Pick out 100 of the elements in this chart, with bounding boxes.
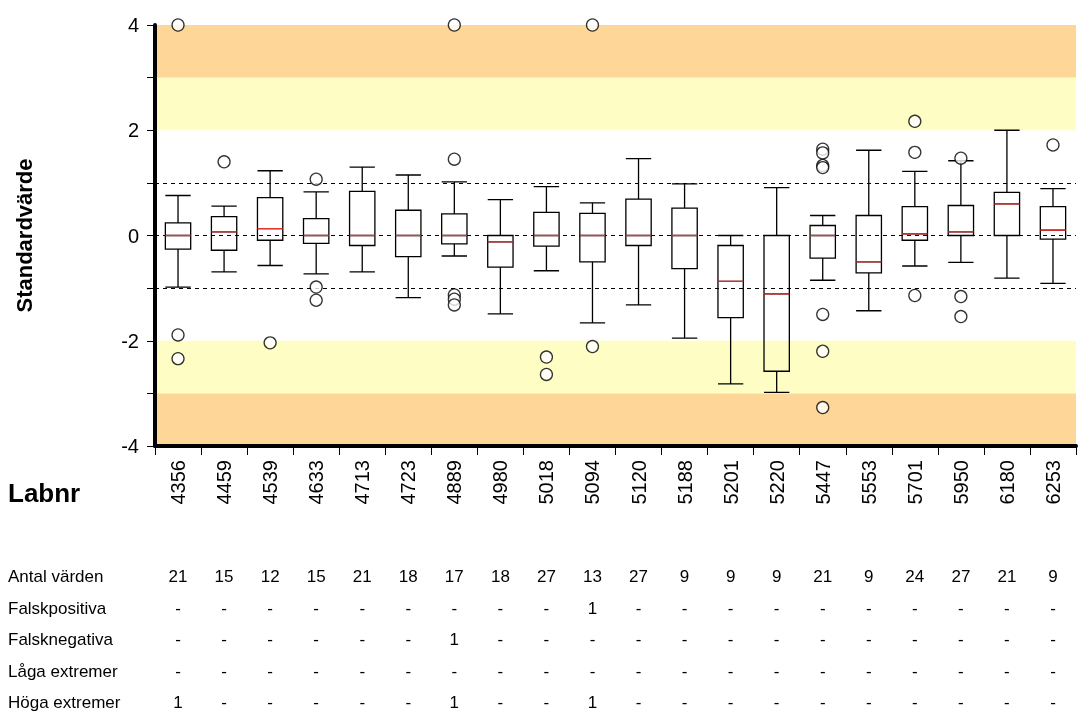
text: - xyxy=(221,693,227,712)
text: 1 xyxy=(449,630,460,649)
text: - xyxy=(1050,598,1056,618)
x-tick-label: 4713 xyxy=(351,460,374,505)
text: - xyxy=(911,661,918,681)
x-tick-label: 4356 xyxy=(167,460,190,505)
text: - xyxy=(267,693,273,712)
text: - xyxy=(635,693,642,712)
text: - xyxy=(543,598,550,618)
text: - xyxy=(1004,693,1010,712)
x-tick-label: 5950 xyxy=(949,460,972,505)
x-tick-label: 5201 xyxy=(719,460,742,505)
text: - xyxy=(175,630,181,649)
text: - xyxy=(405,693,412,712)
text: - xyxy=(221,598,227,618)
text: - xyxy=(359,693,366,712)
text: - xyxy=(221,630,227,649)
text: - xyxy=(911,598,918,618)
text: - xyxy=(958,661,964,681)
text: - xyxy=(819,661,826,681)
text: - xyxy=(911,693,918,712)
x-tick-label: 5094 xyxy=(581,460,604,505)
text: 1 xyxy=(587,598,598,618)
x-tick-label: 4633 xyxy=(305,460,328,505)
x-tick-label: 5701 xyxy=(903,460,926,505)
text: - xyxy=(589,630,596,649)
text: - xyxy=(267,661,273,681)
text: - xyxy=(727,693,734,712)
text: - xyxy=(773,598,780,618)
text: - xyxy=(727,661,734,681)
text: - xyxy=(451,598,458,618)
x-tick-label: 5018 xyxy=(535,460,558,505)
text: 1 xyxy=(449,693,460,712)
x-tick-label: 5447 xyxy=(811,460,834,505)
text: Falskpositiva xyxy=(8,598,107,618)
y-tick-label: -4 xyxy=(121,435,139,457)
text: - xyxy=(681,630,688,649)
text: 12 xyxy=(260,567,280,586)
text: 9 xyxy=(679,567,690,586)
text: - xyxy=(497,693,504,712)
x-tick-label: 5120 xyxy=(627,460,650,505)
text: - xyxy=(865,661,872,681)
text: 24 xyxy=(905,567,925,586)
text: 17 xyxy=(444,567,464,586)
text: Höga extremer xyxy=(8,693,121,712)
text: - xyxy=(313,598,320,618)
text: 21 xyxy=(813,567,833,586)
text: 15 xyxy=(306,567,326,586)
text: 13 xyxy=(583,567,602,586)
x-tick-label: 5553 xyxy=(857,460,880,505)
text: 27 xyxy=(951,567,971,586)
x-tick-label: 5188 xyxy=(673,460,696,505)
text: - xyxy=(497,661,504,681)
text: - xyxy=(543,661,550,681)
text: 27 xyxy=(536,567,556,586)
text: - xyxy=(727,598,734,618)
text: - xyxy=(405,630,412,649)
text: - xyxy=(635,598,642,618)
text: - xyxy=(958,693,964,712)
text: 27 xyxy=(629,567,648,586)
y-tick-label: 4 xyxy=(127,14,139,36)
x-tick-label: 4459 xyxy=(213,460,236,505)
text: 1 xyxy=(587,693,598,712)
text: - xyxy=(267,630,273,649)
text: 9 xyxy=(864,567,874,586)
text: - xyxy=(1050,630,1056,649)
text: - xyxy=(635,630,642,649)
text: - xyxy=(175,598,181,618)
x-axis-title: Labnr xyxy=(8,478,81,508)
text: - xyxy=(359,630,366,649)
text: - xyxy=(359,598,366,618)
text: - xyxy=(1004,630,1010,649)
x-tick-label: 6253 xyxy=(1041,460,1064,505)
text: - xyxy=(405,598,412,618)
text: 15 xyxy=(214,567,234,586)
x-tick-label: 4889 xyxy=(443,460,466,505)
text: - xyxy=(1050,661,1056,681)
text: - xyxy=(313,661,320,681)
text: 21 xyxy=(168,567,188,586)
text: - xyxy=(359,661,366,681)
text: - xyxy=(267,598,273,618)
text: - xyxy=(865,630,872,649)
text: - xyxy=(681,598,688,618)
y-tick-label: 0 xyxy=(127,224,139,247)
text: - xyxy=(543,693,550,712)
text: - xyxy=(543,630,550,649)
text: - xyxy=(1004,598,1010,618)
text: - xyxy=(819,598,826,618)
text: - xyxy=(865,598,872,618)
text: 18 xyxy=(398,567,418,586)
text: - xyxy=(727,630,734,649)
text: - xyxy=(313,693,320,712)
text: - xyxy=(589,661,596,681)
text: 9 xyxy=(725,567,736,586)
text: - xyxy=(1050,693,1056,712)
text: - xyxy=(405,661,412,681)
text: - xyxy=(681,693,688,712)
text: - xyxy=(175,661,181,681)
text: - xyxy=(681,661,688,681)
text: - xyxy=(773,661,780,681)
